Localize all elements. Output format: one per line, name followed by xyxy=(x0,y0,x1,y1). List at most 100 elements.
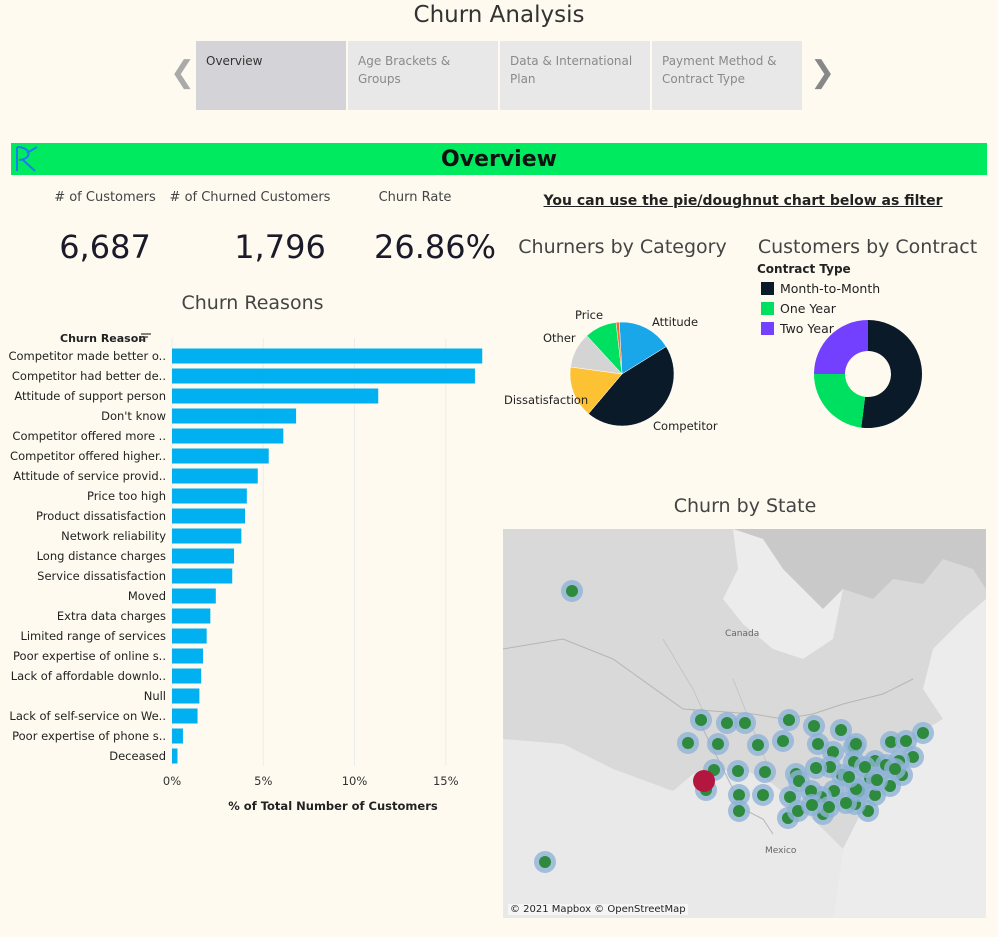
bar[interactable] xyxy=(172,648,204,664)
mexico-label: Mexico xyxy=(765,846,797,856)
churn-reasons-title: Churn Reasons xyxy=(181,292,324,314)
bar[interactable] xyxy=(172,588,216,604)
logo-icon xyxy=(16,146,38,172)
bar[interactable] xyxy=(172,388,379,404)
state-marker[interactable] xyxy=(566,585,578,597)
country-border xyxy=(692,708,774,835)
state-marker[interactable] xyxy=(900,735,912,747)
state-marker[interactable] xyxy=(869,789,881,801)
bar[interactable] xyxy=(172,468,258,484)
state-marker[interactable] xyxy=(733,789,745,801)
bar[interactable] xyxy=(172,508,245,524)
legend-item[interactable]: Month-to-Month xyxy=(761,281,880,297)
churn-by-state-title: Churn by State xyxy=(673,495,817,517)
chevron-right-icon[interactable]: ❯ xyxy=(810,55,836,90)
pie-label: Attitude xyxy=(652,315,698,329)
tab-payment-contract[interactable]: Payment Method & Contract Type xyxy=(652,41,802,110)
pie-slice[interactable] xyxy=(569,366,623,415)
state-marker[interactable] xyxy=(759,766,771,778)
state-marker[interactable] xyxy=(843,771,855,783)
bar[interactable] xyxy=(172,408,297,424)
state-marker[interactable] xyxy=(805,785,817,797)
state-marker[interactable] xyxy=(777,735,789,747)
state-marker[interactable] xyxy=(757,789,769,801)
churn-by-state-map[interactable]: Canada Mexico © 2021 Mapbox © OpenStreetM… xyxy=(503,529,986,918)
bar[interactable] xyxy=(172,748,178,764)
state-marker[interactable] xyxy=(871,774,883,786)
state-marker[interactable] xyxy=(907,751,919,763)
bar[interactable] xyxy=(172,708,198,724)
contract-legend-title: Contract Type xyxy=(757,262,851,276)
state-marker[interactable] xyxy=(850,738,862,750)
filter-hint-link[interactable]: You can use the pie/doughnut chart below… xyxy=(543,193,943,209)
state-marker[interactable] xyxy=(835,724,847,736)
pie-slice[interactable] xyxy=(615,321,623,375)
bar[interactable] xyxy=(172,568,233,584)
state-marker[interactable] xyxy=(792,805,804,817)
state-marker[interactable] xyxy=(682,737,694,749)
bar[interactable] xyxy=(172,548,235,564)
bar-label: Competitor offered more .. xyxy=(12,429,166,443)
state-marker[interactable] xyxy=(824,761,836,773)
state-marker[interactable] xyxy=(917,727,929,739)
legend-item[interactable]: Two Year xyxy=(761,321,834,337)
bar[interactable] xyxy=(172,428,284,444)
sort-icon[interactable] xyxy=(141,333,151,341)
bar[interactable] xyxy=(172,348,483,364)
customers-by-contract-chart[interactable] xyxy=(800,310,940,440)
legend-item[interactable]: One Year xyxy=(761,301,836,317)
tab-overview[interactable]: Overview xyxy=(196,41,346,110)
pie-slice[interactable] xyxy=(588,346,675,427)
legend-swatch xyxy=(761,322,774,335)
state-marker[interactable] xyxy=(859,761,871,773)
state-marker[interactable] xyxy=(739,717,751,729)
state-marker[interactable] xyxy=(827,746,839,758)
legend-label: Month-to-Month xyxy=(780,281,881,296)
bar[interactable] xyxy=(172,528,242,544)
pie-slice[interactable] xyxy=(619,321,667,375)
state-marker[interactable] xyxy=(885,736,897,748)
bar[interactable] xyxy=(172,608,211,624)
state-marker[interactable] xyxy=(783,714,795,726)
state-marker[interactable] xyxy=(823,801,835,813)
state-marker[interactable] xyxy=(733,805,745,817)
state-marker[interactable] xyxy=(806,799,818,811)
country-border xyxy=(503,638,914,720)
donut-slice[interactable] xyxy=(861,320,922,428)
bar[interactable] xyxy=(172,448,269,464)
state-marker[interactable] xyxy=(840,797,852,809)
state-marker[interactable] xyxy=(695,714,707,726)
state-marker[interactable] xyxy=(889,763,901,775)
bar-label: Moved xyxy=(128,589,166,603)
state-marker[interactable] xyxy=(808,720,820,732)
tab-data-international[interactable]: Data & International Plan xyxy=(500,41,650,110)
state-marker[interactable] xyxy=(752,739,764,751)
state-marker[interactable] xyxy=(712,738,724,750)
bar[interactable] xyxy=(172,668,202,684)
state-marker[interactable] xyxy=(732,765,744,777)
state-marker[interactable] xyxy=(539,856,551,868)
bar-label: Poor expertise of phone s.. xyxy=(12,729,166,743)
pie-label: Dissatisfaction xyxy=(504,393,588,407)
chevron-left-icon[interactable]: ❮ xyxy=(170,55,196,90)
bar[interactable] xyxy=(172,488,247,504)
bar[interactable] xyxy=(172,728,183,744)
bar[interactable] xyxy=(172,688,200,704)
bar-label: Extra data charges xyxy=(57,609,166,623)
state-marker[interactable] xyxy=(810,762,822,774)
donut-slice[interactable] xyxy=(814,374,866,428)
x-tick-label: 0% xyxy=(163,774,181,788)
donut-slice[interactable] xyxy=(814,320,868,374)
state-marker-highlight[interactable] xyxy=(693,770,715,792)
pie-label: Other xyxy=(543,331,576,345)
churners-by-category-chart[interactable]: Attitude Competitor Dissatisfaction Other Pr… xyxy=(500,290,760,450)
state-marker[interactable] xyxy=(784,791,796,803)
state-marker[interactable] xyxy=(812,738,824,750)
bar[interactable] xyxy=(172,628,207,644)
state-marker[interactable] xyxy=(721,717,733,729)
x-axis-label: % of Total Number of Customers xyxy=(228,799,438,813)
state-marker[interactable] xyxy=(793,775,805,787)
tab-age-brackets[interactable]: Age Brackets & Groups xyxy=(348,41,498,110)
bar-label: Competitor made better o.. xyxy=(8,349,166,363)
bar[interactable] xyxy=(172,368,475,384)
